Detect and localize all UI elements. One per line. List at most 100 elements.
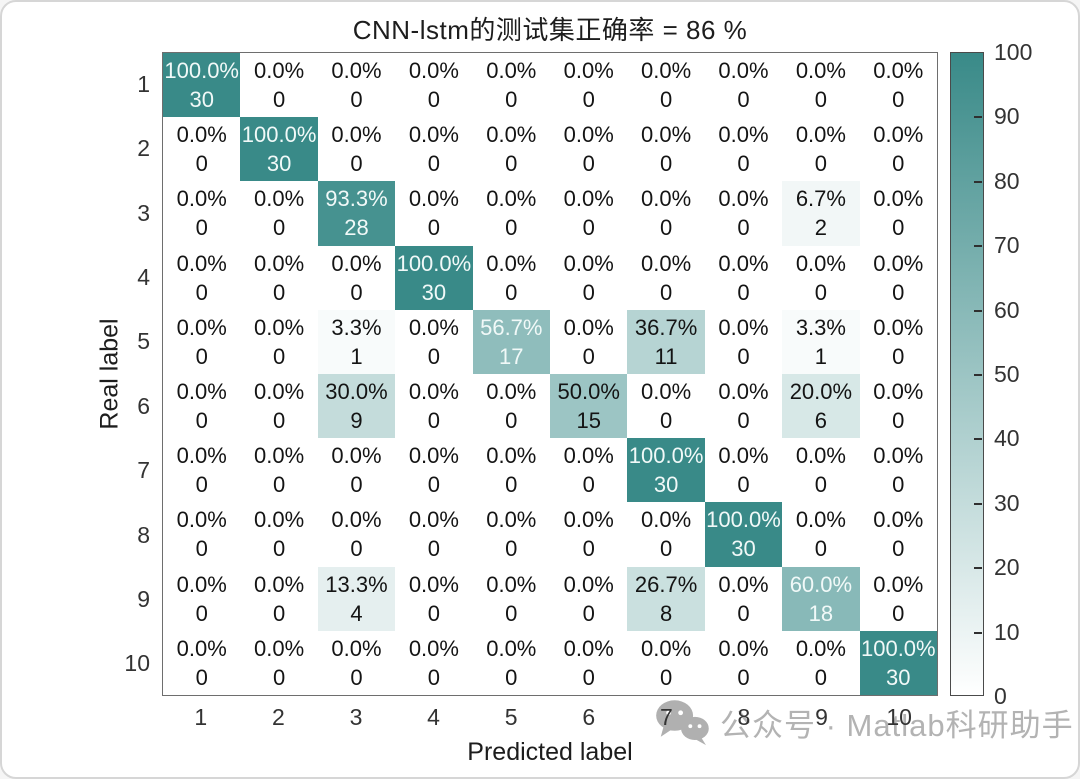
- matrix-cell: 0.0% 0: [163, 438, 241, 503]
- cell-count: 0: [505, 87, 518, 113]
- matrix-cell: 0.0% 0: [704, 566, 783, 631]
- cell-percent: 0.0%: [795, 122, 846, 148]
- matrix-cell: 0.0% 0: [859, 181, 937, 246]
- cell-count: 0: [737, 343, 750, 369]
- matrix-cell: 0.0% 0: [859, 117, 937, 182]
- x-tick-label: 10: [886, 704, 912, 730]
- matrix-cell: 0.0% 0: [163, 117, 241, 182]
- cell-count: 0: [659, 408, 673, 434]
- matrix-cell: 0.0% 0: [704, 245, 783, 310]
- matrix-cell: 60.0% 18: [782, 566, 860, 631]
- cell-percent: 0.0%: [408, 379, 459, 405]
- colorbar-tick-mark: [974, 116, 982, 119]
- cell-count: 0: [505, 215, 518, 241]
- cell-percent: 100.0%: [860, 635, 936, 661]
- colorbar-tick-label: 0: [994, 683, 1007, 709]
- matrix-cell: 50.0% 15: [550, 373, 628, 439]
- cell-percent: 0.0%: [641, 250, 692, 276]
- cell-percent: 0.0%: [563, 250, 614, 276]
- cell-count: 0: [427, 600, 441, 626]
- cell-count: 0: [814, 536, 828, 562]
- matrix-cell: 0.0% 0: [859, 53, 937, 118]
- cell-percent: 0.0%: [331, 635, 382, 661]
- cell-percent: 0.0%: [176, 314, 227, 340]
- cell-percent: 0.0%: [873, 443, 924, 469]
- matrix-cell: 0.0% 0: [240, 438, 318, 503]
- matrix-cell: 0.0% 0: [550, 181, 628, 246]
- cell-percent: 0.0%: [873, 58, 924, 84]
- cell-count: 0: [582, 343, 595, 369]
- matrix-cell: 30.0% 9: [317, 373, 396, 439]
- cell-percent: 0.0%: [408, 122, 459, 148]
- cell-percent: 0.0%: [718, 186, 769, 212]
- cell-percent: 3.3%: [795, 314, 846, 340]
- cell-percent: 0.0%: [408, 507, 459, 533]
- x-tick-label: 3: [349, 704, 363, 730]
- matrix-cell: 56.7% 17: [472, 309, 550, 374]
- colorbar-tick-mark: [974, 438, 982, 441]
- cell-percent: 0.0%: [718, 571, 769, 597]
- cell-count: 30: [421, 279, 447, 305]
- cell-percent: 50.0%: [557, 379, 620, 405]
- matrix-cell: 0.0% 0: [317, 630, 396, 695]
- cell-count: 0: [892, 536, 905, 562]
- cell-percent: 0.0%: [486, 635, 537, 661]
- cell-percent: 100.0%: [241, 122, 317, 148]
- cell-count: 0: [737, 87, 750, 113]
- cell-percent: 0.0%: [873, 250, 924, 276]
- cell-percent: 0.0%: [641, 122, 692, 148]
- colorbar-tick-label: 90: [994, 103, 1020, 130]
- cell-count: 0: [892, 279, 905, 305]
- matrix-cell: 3.3% 1: [317, 309, 396, 374]
- cell-percent: 100.0%: [706, 507, 781, 533]
- cell-percent: 0.0%: [176, 186, 227, 212]
- cell-percent: 0.0%: [563, 571, 614, 597]
- cell-count: 0: [195, 343, 208, 369]
- cell-count: 0: [195, 472, 208, 498]
- cell-count: 0: [582, 151, 595, 177]
- cell-count: 0: [892, 215, 905, 241]
- cell-count: 0: [272, 408, 286, 434]
- cell-count: 0: [737, 151, 750, 177]
- cell-count: 0: [350, 151, 363, 177]
- matrix-cell: 0.0% 0: [163, 566, 241, 631]
- cell-percent: 0.0%: [873, 186, 924, 212]
- y-tick-label: 6: [137, 392, 150, 419]
- cell-count: 0: [350, 279, 363, 305]
- matrix-cell: 100.0% 30: [859, 630, 937, 695]
- cell-percent: 0.0%: [176, 507, 227, 533]
- matrix-cell: 0.0% 0: [163, 373, 241, 439]
- colorbar-tick-mark: [974, 309, 982, 312]
- cell-percent: 0.0%: [254, 58, 305, 84]
- matrix-cell: 0.0% 0: [859, 245, 937, 310]
- chart-title: CNN-lstm的测试集正确率 = 86 %: [352, 15, 748, 45]
- matrix-cell: 0.0% 0: [163, 309, 241, 374]
- matrix-cell: 0.0% 0: [472, 438, 550, 503]
- matrix-cell: 0.0% 0: [704, 181, 783, 246]
- cell-percent: 0.0%: [176, 379, 227, 405]
- cell-count: 4: [350, 600, 363, 626]
- cell-count: 0: [505, 536, 518, 562]
- cell-percent: 0.0%: [486, 571, 537, 597]
- matrix-cell: 0.0% 0: [550, 502, 628, 567]
- matrix-cell: 0.0% 0: [395, 630, 473, 695]
- cell-percent: 0.0%: [718, 314, 769, 340]
- y-tick-label: 10: [124, 650, 150, 677]
- cell-percent: 0.0%: [486, 443, 537, 469]
- x-tick-label: 6: [582, 704, 596, 730]
- matrix-cell: 0.0% 0: [472, 117, 550, 182]
- y-tick-label: 1: [137, 70, 150, 97]
- cell-count: 1: [814, 343, 828, 369]
- wechat-icon: [656, 700, 709, 746]
- cell-percent: 0.0%: [641, 635, 692, 661]
- cell-count: 0: [582, 664, 595, 690]
- cell-count: 0: [582, 87, 595, 113]
- matrix-cell: 20.0% 6: [782, 373, 860, 439]
- cell-percent: 0.0%: [795, 250, 846, 276]
- cell-count: 0: [737, 215, 750, 241]
- cell-count: 0: [427, 343, 441, 369]
- matrix-cell: 0.0% 0: [782, 245, 860, 310]
- cell-percent: 0.0%: [563, 186, 614, 212]
- matrix-cell: 93.3% 28: [317, 181, 396, 246]
- matrix-cell: 36.7% 11: [627, 309, 705, 374]
